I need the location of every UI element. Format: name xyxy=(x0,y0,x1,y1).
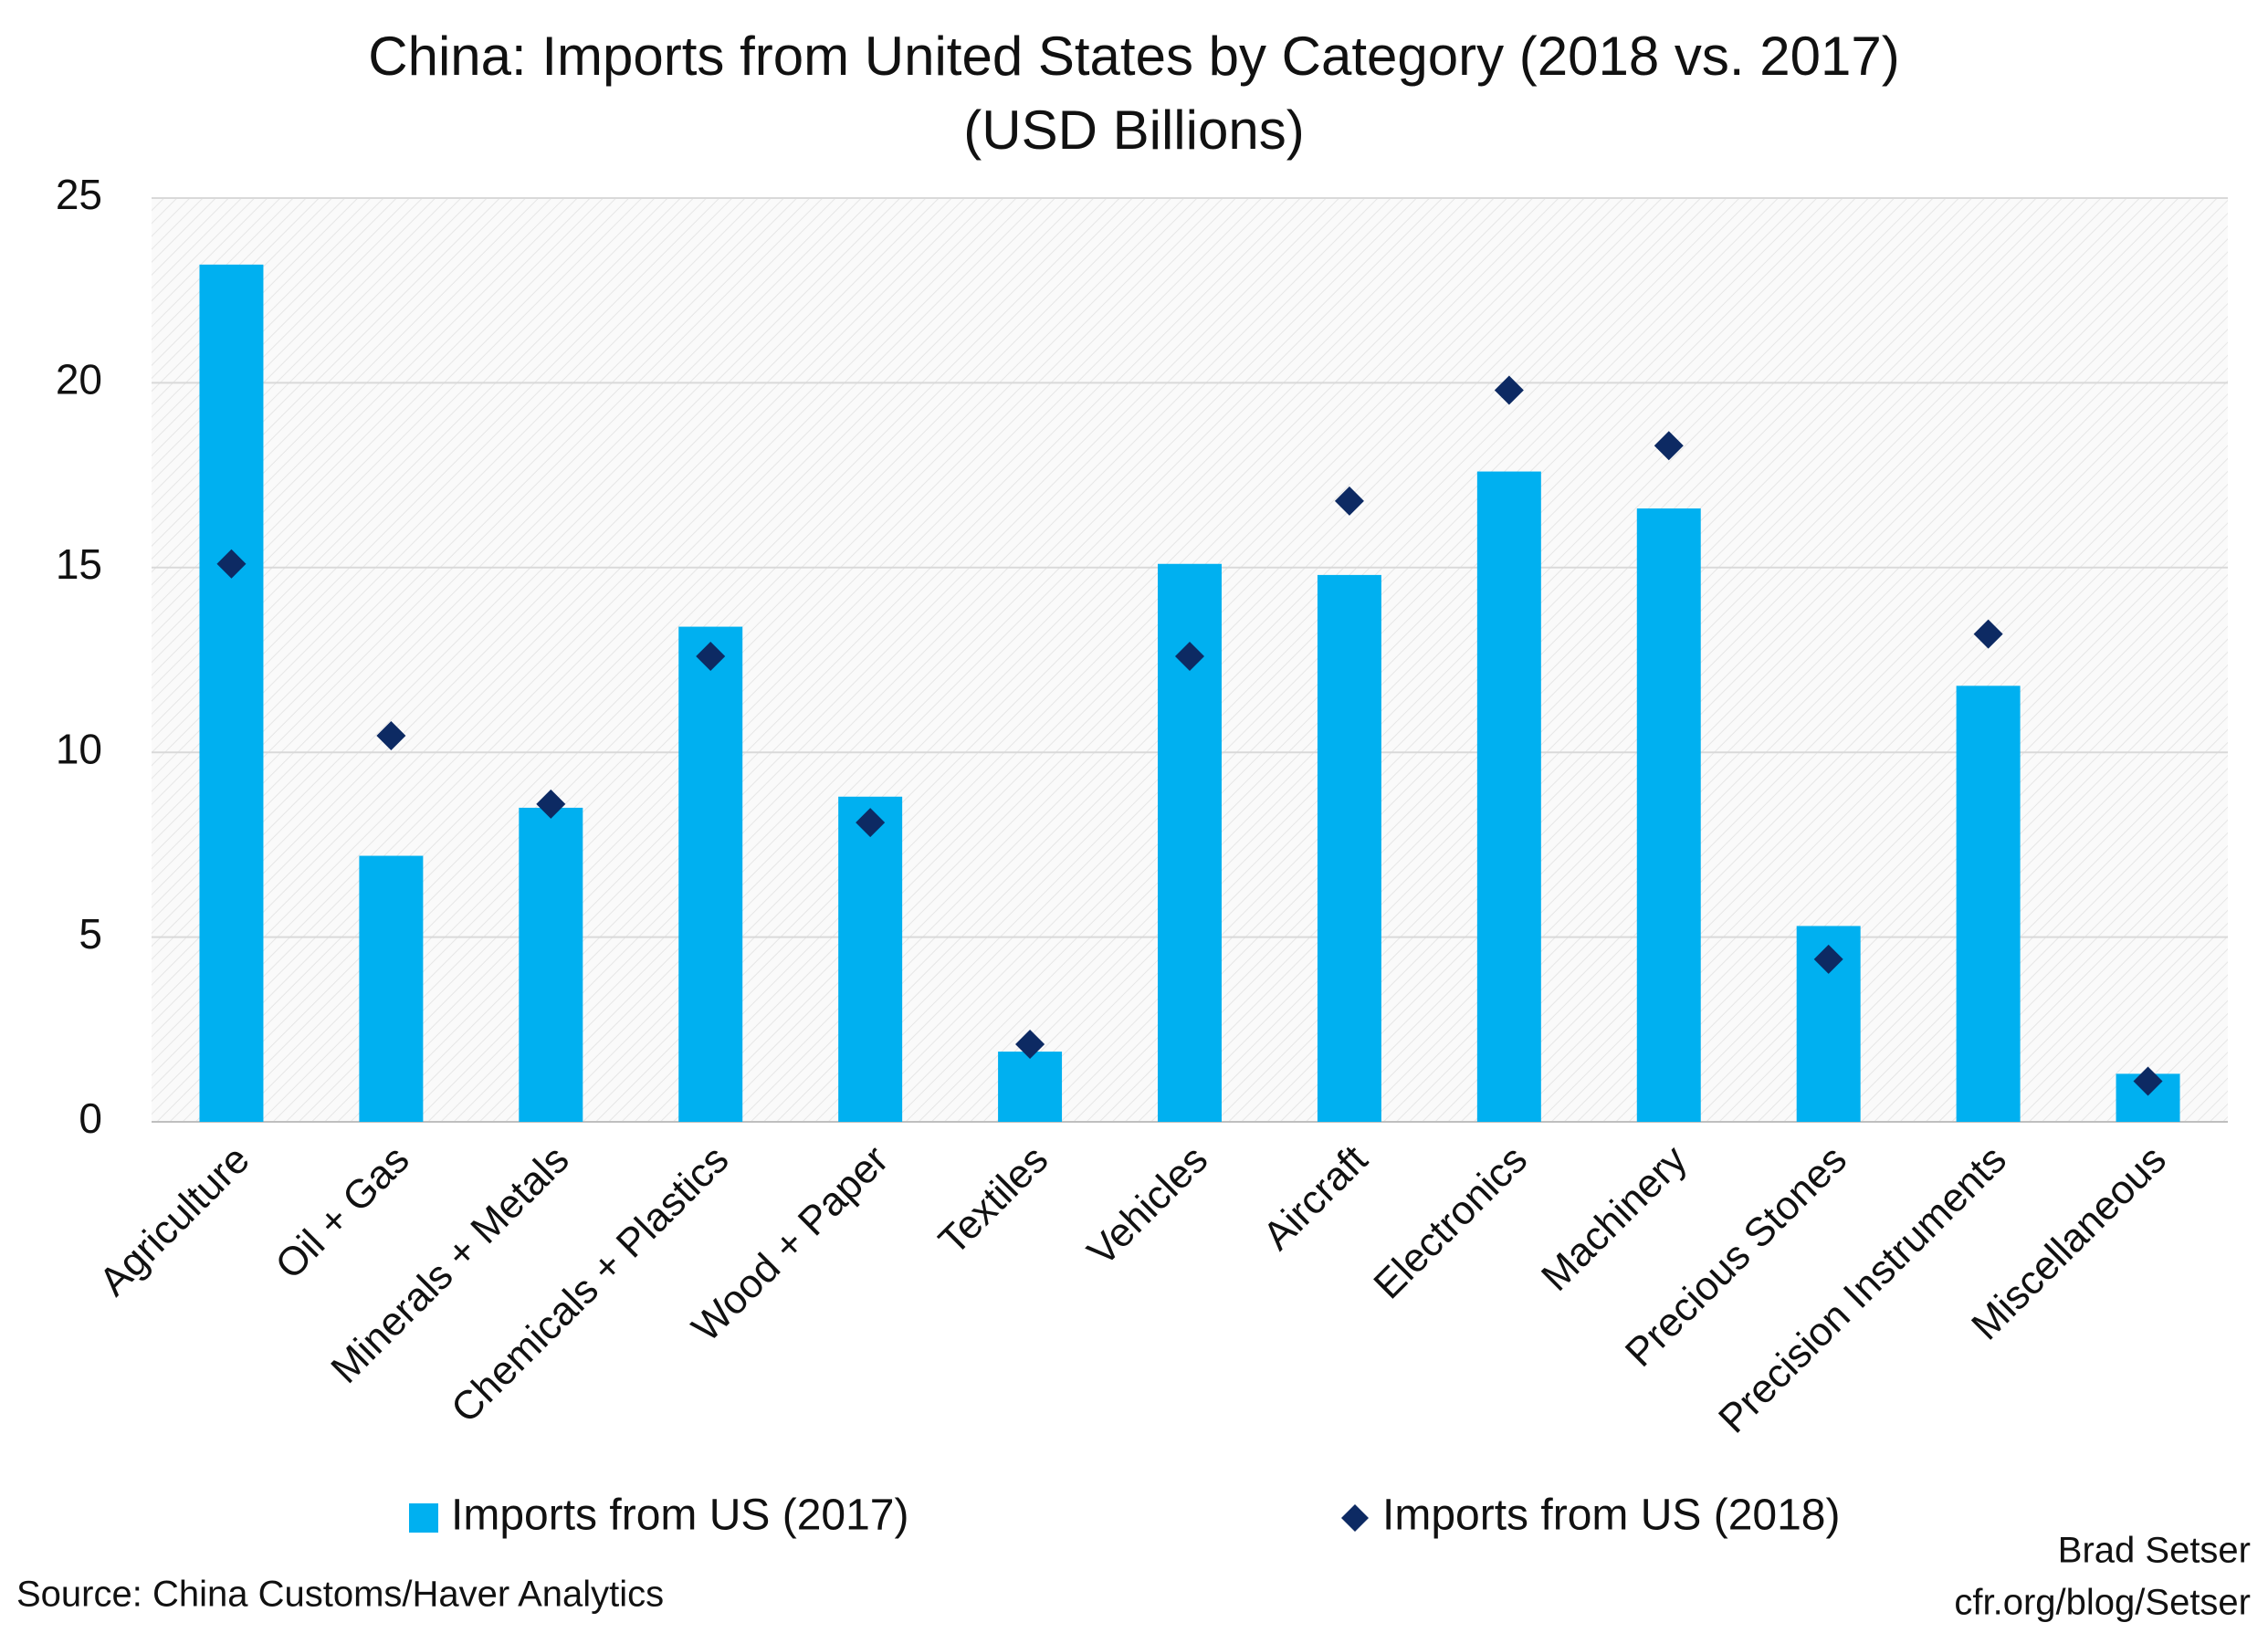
diamond-marker xyxy=(536,789,566,819)
diamond-marker xyxy=(1813,944,1843,974)
chart-subtitle: (USD Billions) xyxy=(963,99,1304,161)
source-note: Source: China Customs/Haver Analytics xyxy=(16,1575,664,1615)
diamond-marker xyxy=(1015,1029,1045,1059)
diamond-marker xyxy=(1334,486,1364,516)
diamond-marker xyxy=(1973,619,2003,649)
diamond-marker xyxy=(216,549,247,579)
x-tick-label: Machinery xyxy=(1533,1137,1696,1300)
chart-title: China: Imports from United States by Cat… xyxy=(368,26,1899,87)
y-tick-label: 20 xyxy=(56,356,102,403)
bar xyxy=(359,855,424,1122)
credit: cfr.org/blog/Setser xyxy=(1954,1583,2251,1623)
bar xyxy=(519,807,583,1122)
y-tick-label: 25 xyxy=(56,171,102,218)
x-tick-label: Oil + Gas xyxy=(267,1137,417,1288)
y-tick-label: 0 xyxy=(79,1094,102,1142)
bar xyxy=(678,626,743,1122)
x-tick-label: Vehicles xyxy=(1079,1137,1217,1275)
legend-label: Imports from US (2017) xyxy=(451,1492,908,1540)
diamond-marker xyxy=(2133,1066,2163,1096)
x-tick-label: Textiles xyxy=(930,1137,1056,1263)
y-tick-label: 15 xyxy=(56,540,102,588)
credit: Brad Setser xyxy=(2058,1531,2251,1571)
bar xyxy=(1317,574,1381,1122)
diamond-marker xyxy=(376,720,406,750)
diamond-marker xyxy=(1654,431,1684,461)
bar xyxy=(838,796,903,1122)
legend-swatch xyxy=(409,1503,438,1533)
legend-label: Imports from US (2018) xyxy=(1382,1492,1840,1540)
diamond-marker xyxy=(1175,641,1204,671)
legend-swatch xyxy=(1341,1504,1369,1532)
x-tick-label: Agriculture xyxy=(90,1137,257,1304)
bar xyxy=(998,1052,1063,1122)
x-tick-label: Aircraft xyxy=(1255,1137,1376,1259)
y-tick-label: 5 xyxy=(79,910,102,958)
bar xyxy=(199,264,264,1122)
diamond-marker xyxy=(856,808,886,838)
diamond-marker xyxy=(1494,375,1524,405)
x-tick-label: Electronics xyxy=(1365,1137,1536,1308)
bar xyxy=(1956,686,2021,1122)
bar xyxy=(1476,471,1541,1122)
diamond-marker xyxy=(696,641,726,671)
x-tick-label: Chemicals + Plastics xyxy=(443,1137,738,1432)
bar xyxy=(1636,508,1701,1122)
x-tick-label: Precision Instruments xyxy=(1710,1137,2015,1442)
y-tick-label: 10 xyxy=(56,725,102,772)
